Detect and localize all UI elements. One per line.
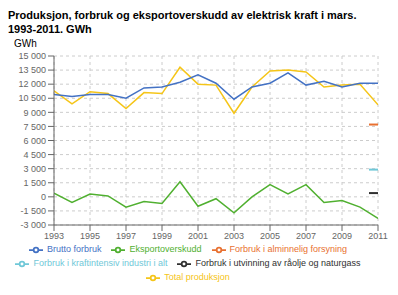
svg-text:2003: 2003 <box>224 231 244 241</box>
html-text:Produksjon, forbruk og eksport: Produksjon, forbruk og eksportoverskudd … <box>8 9 357 21</box>
svg-text:1993: 1993 <box>44 231 64 241</box>
svg-text:2011: 2011 <box>368 231 387 241</box>
html-text:GWh: GWh <box>14 38 37 49</box>
svg-text:2007: 2007 <box>296 231 316 241</box>
svg-text:6 000: 6 000 <box>23 136 46 146</box>
svg-text:12 000: 12 000 <box>18 79 46 89</box>
html-text:Forbruk i alminnelig forsyning: Forbruk i alminnelig forsyning <box>229 244 348 255</box>
svg-text:2001: 2001 <box>188 231 208 241</box>
svg-text:4 500: 4 500 <box>23 150 46 160</box>
svg-text:3 000: 3 000 <box>23 164 46 174</box>
svg-text:7 500: 7 500 <box>23 122 46 132</box>
svg-text:9 000: 9 000 <box>23 108 46 118</box>
svg-text:1995: 1995 <box>80 231 100 241</box>
svg-text:0: 0 <box>41 192 46 202</box>
svg-text:1997: 1997 <box>116 231 136 241</box>
svg-text:1 500: 1 500 <box>23 178 46 188</box>
svg-text:2005: 2005 <box>260 231 280 241</box>
svg-text:-3 000: -3 000 <box>20 220 46 230</box>
svg-text:2009: 2009 <box>332 231 352 241</box>
svg-text:13 500: 13 500 <box>18 65 46 75</box>
svg-text:10 500: 10 500 <box>18 93 46 103</box>
html-text:Eksportoverskudd: Eksportoverskudd <box>129 244 202 255</box>
html-text:1993-2011. GWh: 1993-2011. GWh <box>8 23 92 35</box>
html-text:Forbruk i utvinning av råolje: Forbruk i utvinning av råolje og naturga… <box>195 258 361 269</box>
html-text:Forbruk i kraftintensiv indust: Forbruk i kraftintensiv industri i alt <box>33 258 168 269</box>
html-text:Total produksjon: Total produksjon <box>164 272 230 283</box>
svg-text:15 000: 15 000 <box>18 51 46 61</box>
svg-text:-1 500: -1 500 <box>20 206 46 216</box>
svg-text:1999: 1999 <box>152 231 172 241</box>
html-text:Brutto forbruk: Brutto forbruk <box>46 244 102 255</box>
